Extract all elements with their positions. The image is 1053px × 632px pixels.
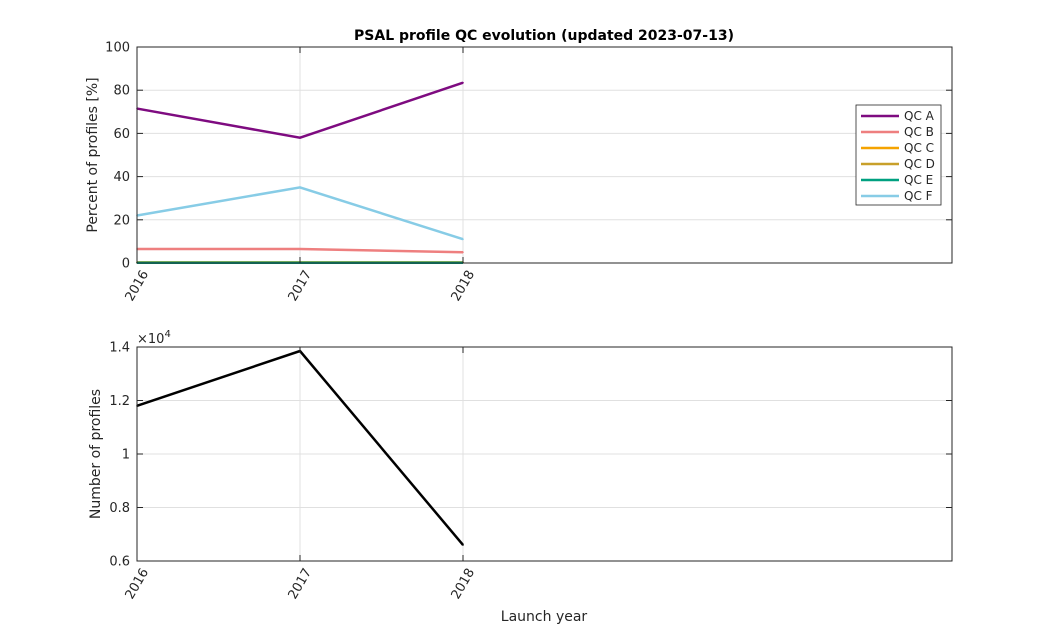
count-y-exponent-base: ×10 (137, 332, 164, 347)
count-data-point (462, 544, 464, 546)
percent-data-point (462, 251, 464, 253)
percent-data-point (462, 81, 464, 84)
percent-y-ticks: 0 20 40 60 80 100 (105, 41, 952, 272)
count-x-tick-label: 2017 (286, 566, 316, 602)
legend-label: QC C (904, 141, 934, 155)
percent-axes-background (137, 47, 952, 263)
count-y-tick-label: 1 (122, 448, 130, 463)
percent-data-point (462, 238, 464, 241)
percent-y-axis-label: Percent of profiles [%] (85, 77, 101, 232)
percent-x-tick-label: 2018 (449, 268, 479, 304)
percent-y-tick-label: 40 (113, 170, 130, 185)
legend-label: QC E (904, 173, 933, 187)
percent-x-tick-label: 2016 (123, 268, 153, 304)
percent-axes-frame (136, 46, 953, 264)
percent-data-point (299, 186, 301, 189)
percent-data-point (299, 248, 301, 250)
legend: QC A QC B QC C QC D QC E QC F (855, 104, 942, 206)
percent-y-tick-label: 80 (113, 84, 130, 99)
chart-title: PSAL profile QC evolution (updated 2023-… (354, 28, 734, 44)
legend-label: QC A (904, 109, 935, 123)
legend-label: QC D (904, 157, 935, 171)
percent-y-tick-label: 60 (113, 127, 130, 142)
count-y-tick-label: 0.6 (109, 555, 130, 570)
percent-x-tick-label: 2017 (286, 268, 316, 304)
count-y-tick-label: 1.4 (109, 341, 130, 356)
count-y-tick-label: 0.8 (109, 501, 130, 516)
percent-y-tick-label: 0 (122, 257, 130, 272)
legend-label: QC F (904, 189, 933, 203)
x-axis-label: Launch year (501, 609, 588, 625)
count-plot: 0.6 0.8 1 1.2 1.4 2016 2017 2018 ×104 Number o… (88, 329, 953, 625)
legend-box (855, 104, 942, 206)
count-grid (137, 347, 952, 561)
count-y-axis-label: Number of profiles (88, 389, 104, 519)
count-y-exponent: ×104 (137, 329, 171, 347)
legend-label: QC B (904, 125, 934, 139)
count-y-exponent-power: 4 (164, 329, 170, 340)
count-x-tick-label: 2016 (123, 566, 153, 602)
percent-y-tick-label: 20 (113, 213, 130, 228)
count-y-tick-label: 1.2 (109, 394, 130, 409)
percent-y-tick-label: 100 (105, 41, 130, 56)
percent-plot: 0 20 40 60 80 100 2016 2017 2018 PSAL profile Q… (85, 28, 953, 304)
percent-data-point (299, 136, 301, 139)
count-y-ticks: 0.6 0.8 1 1.2 1.4 (109, 341, 952, 570)
count-x-tick-label: 2018 (449, 566, 479, 602)
